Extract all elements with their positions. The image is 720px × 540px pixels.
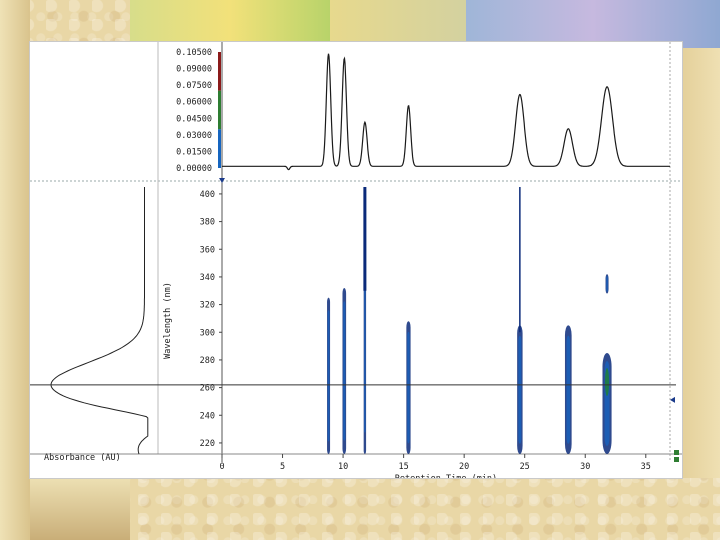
slide-banner-left (130, 0, 330, 46)
slide-bottom-block (30, 478, 130, 540)
top-y-tick-label: 0.01500 (176, 147, 212, 157)
top-y-tick-label: 0.00000 (176, 164, 212, 174)
chart-svg: 0.10500 0.09000 0.07500 0.06000 0.04500 0.030… (30, 42, 682, 478)
chart-panel: 0.10500 0.09000 0.07500 0.06000 0.04500 0.030… (30, 42, 682, 478)
contour-x-tick-label: 30 (580, 462, 590, 472)
contour-band-inner (566, 335, 571, 444)
slide-right-margin (682, 48, 720, 478)
top-y-tick-label: 0.10500 (176, 48, 212, 58)
contour-y-tick-label: 360 (200, 245, 215, 255)
top-y-tick-label: 0.09000 (176, 65, 212, 75)
contour-y-tick-label: 280 (200, 356, 215, 366)
contour-x-tick-label: 20 (459, 462, 469, 472)
contour-band-inner (606, 275, 608, 292)
slide-banner-right (466, 0, 720, 48)
axis-color-marker (218, 52, 221, 91)
origin-marker (219, 178, 225, 183)
contour-y-tick-label: 220 (200, 439, 215, 449)
reference-marker-right (670, 396, 675, 403)
contour-y-tick-label: 260 (200, 384, 215, 394)
contour-y-tick-label: 380 (200, 218, 215, 228)
contour-y-tick-label: 340 (200, 273, 215, 283)
top-y-tick-label: 0.04500 (176, 114, 212, 124)
top-y-tick-label: 0.06000 (176, 98, 212, 108)
spectrum-x-axis-label: Absorbance (AU) (44, 453, 121, 463)
absorbance-spectrum (50, 187, 149, 455)
contour-x-tick-label: 5 (280, 462, 285, 472)
contour-x-tick-label: 0 (219, 462, 224, 472)
contour-y-axis-label: Wavelength (nm) (163, 282, 173, 359)
contour-y-tick-label: 300 (200, 328, 215, 338)
time-marker (674, 450, 679, 455)
contour-x-axis-label: Retention Time (min) (395, 474, 497, 478)
axis-color-marker (218, 129, 221, 168)
contour-band-inner (407, 331, 410, 444)
contour-x-tick-label: 15 (398, 462, 408, 472)
contour-band-inner (327, 310, 330, 442)
top-y-tick-label: 0.03000 (176, 131, 212, 141)
slide-banner-middle (330, 0, 470, 46)
axis-color-marker (218, 90, 221, 130)
top-y-tick-label: 0.07500 (176, 81, 212, 91)
contour-band-inner (343, 301, 346, 441)
chromatogram-trace (222, 53, 670, 171)
contour-core (604, 368, 610, 397)
time-marker (674, 457, 679, 462)
slide-left-margin (0, 0, 30, 540)
contour-y-tick-label: 240 (200, 411, 215, 421)
contour-x-tick-label: 10 (338, 462, 348, 472)
contour-y-tick-label: 320 (200, 301, 215, 311)
contour-band-inner (518, 335, 522, 444)
contour-x-tick-label: 25 (520, 462, 530, 472)
contour-y-tick-label: 400 (200, 190, 215, 200)
contour-x-tick-label: 35 (641, 462, 651, 472)
